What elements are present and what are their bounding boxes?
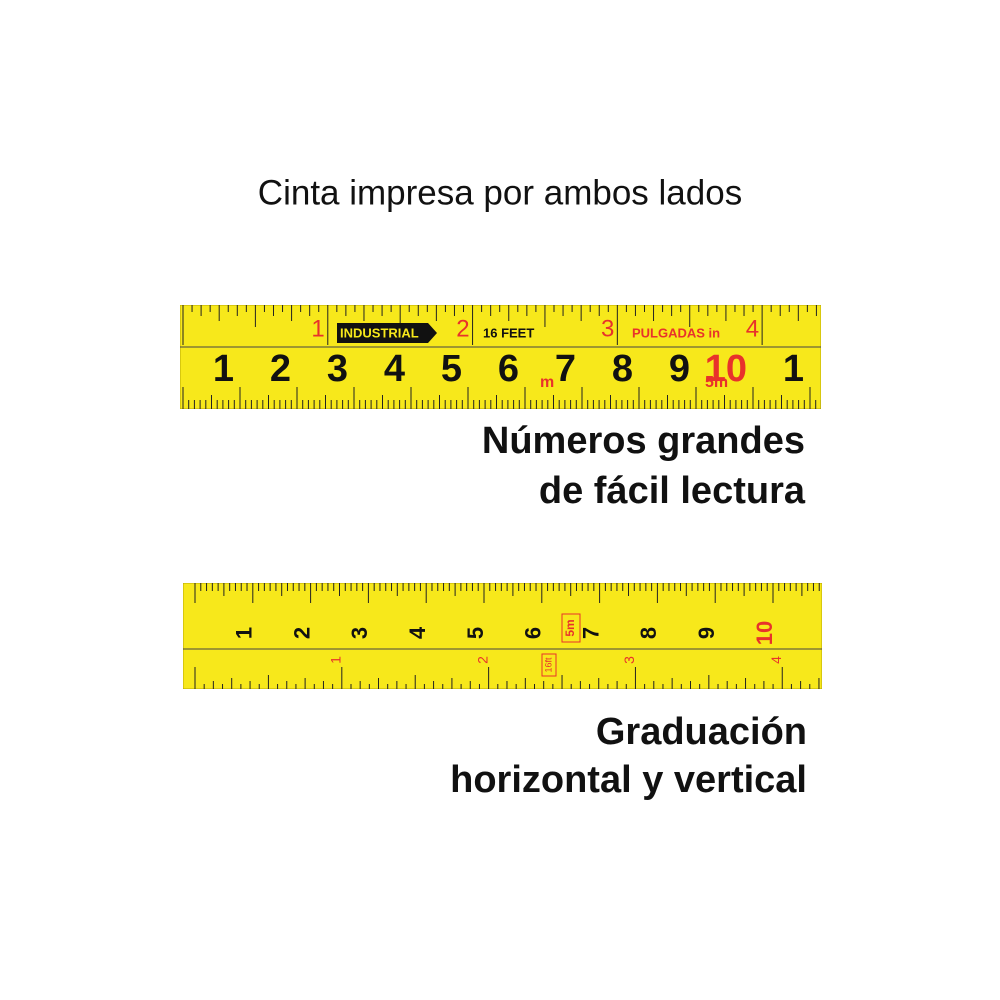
cm-label: 5 <box>441 348 462 390</box>
inch-label: 1 <box>311 315 324 342</box>
cm-label: 5 <box>463 627 488 639</box>
inch-label: 2 <box>474 656 490 664</box>
cm-label: 1 <box>232 627 257 639</box>
inch-label: 4 <box>768 656 784 664</box>
cm-label: 10 <box>705 348 747 390</box>
inch-label: 3 <box>621 656 637 664</box>
cm-label: 3 <box>347 627 372 639</box>
cm-label: 1 <box>783 348 804 390</box>
unit-mark: 16ft <box>543 657 553 673</box>
cm-label: 7 <box>578 627 603 639</box>
unit-mark: 5m <box>563 619 577 636</box>
brand-text: INDUSTRIAL <box>340 325 419 340</box>
inch-label: 2 <box>456 315 469 342</box>
cm-label: 9 <box>694 627 719 639</box>
cm-label: 9 <box>669 348 690 390</box>
unit-mark: m <box>540 374 554 391</box>
tape-2: 1 2 3 4 5 6 7 8 9 10 1 2 3 4 5m 16ft <box>183 583 822 689</box>
cm-label: 1 <box>213 348 234 390</box>
cm-label: 2 <box>289 627 314 639</box>
unit-box <box>541 653 557 677</box>
cm-label: 2 <box>270 348 291 390</box>
inch-label: 3 <box>601 315 614 342</box>
cm-label: 6 <box>498 348 519 390</box>
cm-label: 3 <box>327 348 348 390</box>
caption-line: Números grandes <box>482 420 805 462</box>
unit-mark: 5m <box>705 374 728 391</box>
cm-label: 7 <box>555 348 576 390</box>
cm-label: 4 <box>405 626 430 639</box>
inch-label: 4 <box>746 315 759 342</box>
caption-line: de fácil lectura <box>539 470 806 512</box>
cm-label: 4 <box>384 348 405 390</box>
brand-arrow <box>337 323 437 343</box>
cm-label: 10 <box>752 621 777 645</box>
brand-text: PULGADAS in <box>632 325 720 340</box>
title: Cinta impresa por ambos lados <box>258 173 742 212</box>
unit-box <box>561 613 581 643</box>
cm-label: 8 <box>612 348 633 390</box>
cm-label: 8 <box>636 627 661 639</box>
inch-label: 1 <box>328 656 344 664</box>
brand-text: 16 FEET <box>483 325 534 340</box>
cm-label: 6 <box>521 627 546 639</box>
caption-line: horizontal y vertical <box>450 759 807 801</box>
tape-body <box>183 583 822 689</box>
tape-body <box>180 305 821 409</box>
caption-line: Graduación <box>596 711 807 753</box>
